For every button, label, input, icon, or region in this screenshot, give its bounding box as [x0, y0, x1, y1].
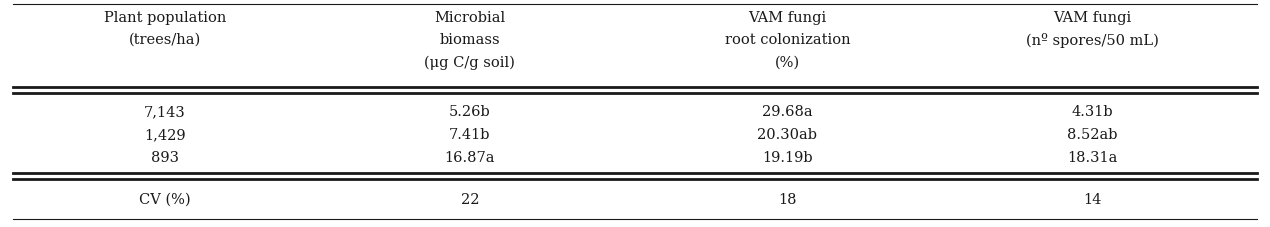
Text: root colonization: root colonization: [725, 33, 850, 47]
Text: 8.52ab: 8.52ab: [1067, 127, 1118, 141]
Text: 7.41b: 7.41b: [450, 127, 490, 141]
Text: 14: 14: [1083, 192, 1101, 206]
Text: Microbial: Microbial: [434, 11, 505, 25]
Text: 16.87a: 16.87a: [444, 150, 495, 164]
Text: (trees/ha): (trees/ha): [130, 33, 201, 47]
Text: Plant population: Plant population: [104, 11, 226, 25]
Text: VAM fungi: VAM fungi: [748, 11, 827, 25]
Text: 1,429: 1,429: [145, 127, 185, 141]
Text: 4.31b: 4.31b: [1072, 105, 1113, 118]
Text: (%): (%): [775, 56, 800, 70]
Text: 5.26b: 5.26b: [450, 105, 490, 118]
Text: (μg C/g soil): (μg C/g soil): [424, 56, 516, 70]
Text: 19.19b: 19.19b: [762, 150, 813, 164]
Text: biomass: biomass: [439, 33, 500, 47]
Text: VAM fungi: VAM fungi: [1053, 11, 1132, 25]
Text: 29.68a: 29.68a: [762, 105, 813, 118]
Text: (nº spores/50 mL): (nº spores/50 mL): [1026, 32, 1158, 47]
Text: 18.31a: 18.31a: [1067, 150, 1118, 164]
Text: 22: 22: [461, 192, 479, 206]
Text: 18: 18: [779, 192, 796, 206]
Text: 893: 893: [151, 150, 179, 164]
Text: CV (%): CV (%): [140, 192, 190, 206]
Text: 7,143: 7,143: [145, 105, 185, 118]
Text: 20.30ab: 20.30ab: [757, 127, 818, 141]
